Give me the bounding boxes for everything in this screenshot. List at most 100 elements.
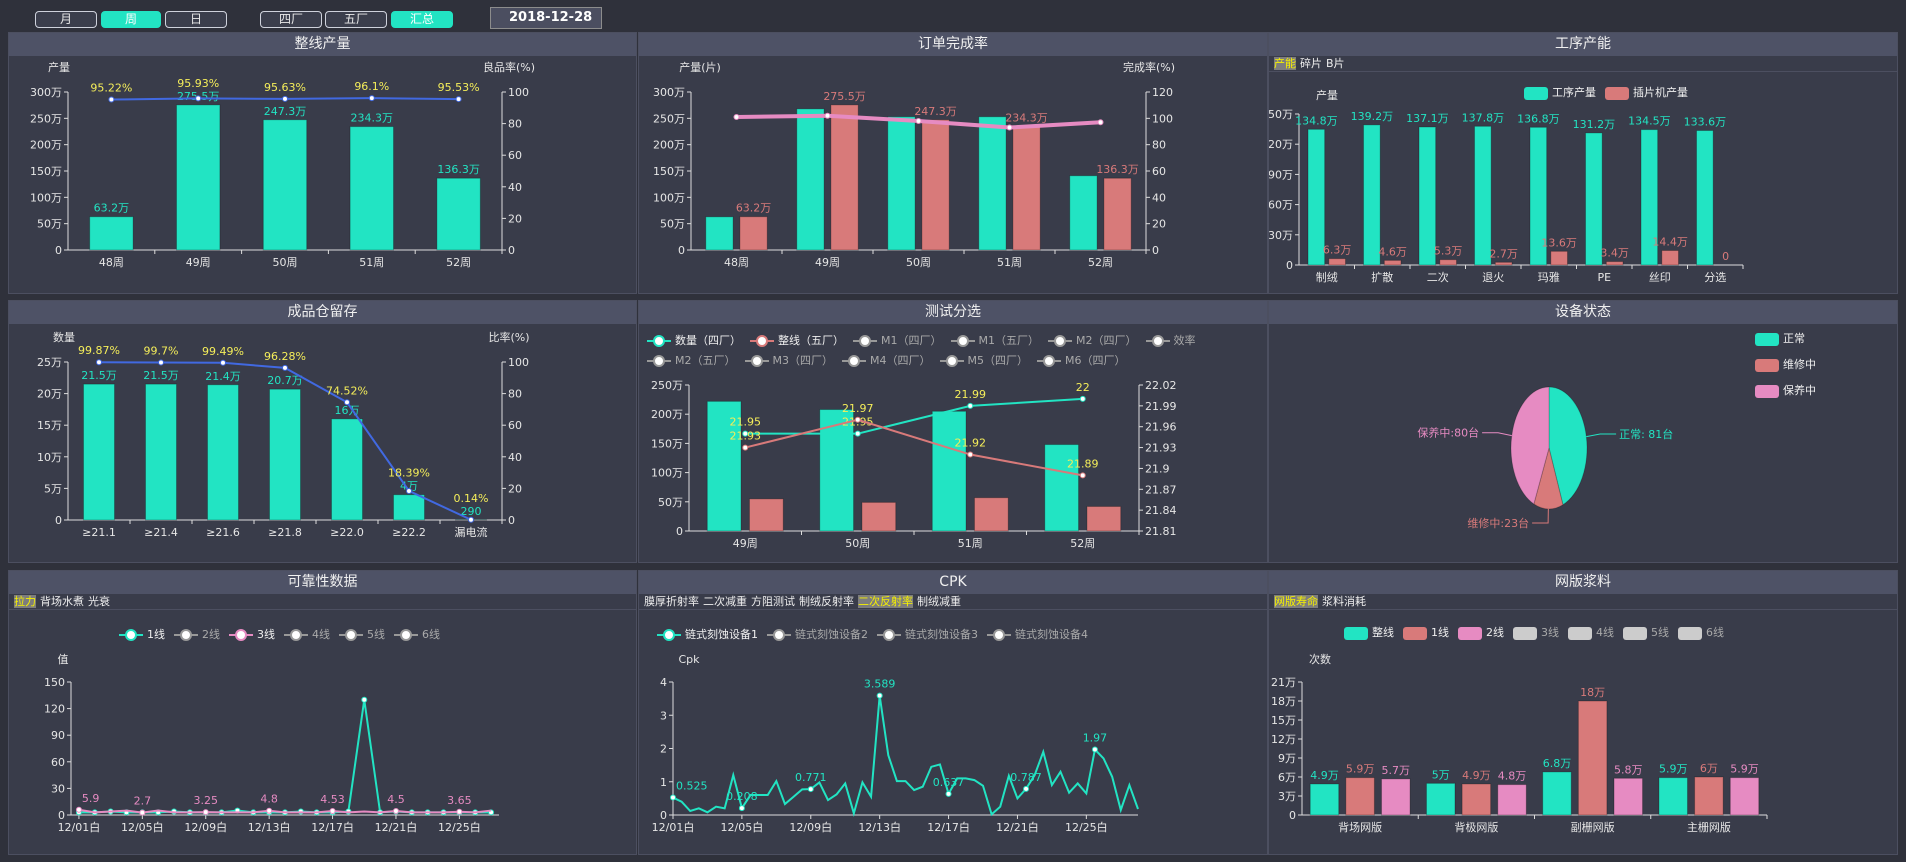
x-tick-label: 49周 bbox=[186, 256, 211, 269]
point-label: 2.7 bbox=[134, 795, 152, 808]
x-tick-label: ≥21.4 bbox=[144, 526, 178, 539]
legend-item[interactable]: M2（四厂） bbox=[1048, 333, 1137, 349]
bar-label: 63.2万 bbox=[736, 202, 772, 215]
legend-item[interactable]: 维修中 bbox=[1755, 357, 1816, 373]
y-tick-label: 50万 bbox=[658, 496, 683, 509]
tab-1[interactable]: 二次减重 bbox=[703, 595, 747, 608]
legend-item[interactable]: 链式刻蚀设备1 bbox=[657, 627, 758, 643]
legend-item[interactable]: 插片机产量 bbox=[1605, 85, 1688, 101]
tab-4[interactable]: 二次反射率 bbox=[858, 595, 913, 608]
legend-label: M4（四厂） bbox=[870, 354, 931, 367]
tab-1[interactable]: 碎片 bbox=[1300, 57, 1322, 70]
data-point bbox=[670, 794, 676, 801]
legend-item[interactable]: 保养中 bbox=[1755, 383, 1816, 399]
x-tick-label: 12/25白 bbox=[1065, 820, 1108, 834]
point-label: 99.7% bbox=[144, 344, 179, 357]
legend-item[interactable]: M4（四厂） bbox=[842, 353, 931, 369]
legend-item[interactable]: M2（五厂） bbox=[647, 353, 736, 369]
y-tick-label: 200万 bbox=[651, 408, 683, 421]
legend-item[interactable]: M3（四厂） bbox=[744, 353, 833, 369]
bar-label: 136.8万 bbox=[1517, 112, 1560, 125]
legend-item[interactable]: 6线 bbox=[1678, 625, 1724, 641]
pie-slice[interactable] bbox=[1510, 386, 1550, 505]
legend-item[interactable]: 2线 bbox=[174, 627, 220, 643]
y-tick-label: 1 bbox=[660, 776, 667, 789]
legend-item[interactable]: 数量（四厂） bbox=[647, 333, 741, 349]
x-tick-label: 12/25白 bbox=[438, 820, 481, 834]
legend-item[interactable]: 工序产量 bbox=[1524, 85, 1596, 101]
legend-label: 正常 bbox=[1783, 332, 1805, 345]
legend-item[interactable]: 1线 bbox=[1403, 625, 1449, 641]
period-week-button[interactable]: 周 bbox=[101, 11, 161, 28]
legend-item[interactable]: 3线 bbox=[1513, 625, 1559, 641]
legend-item[interactable]: M1（四厂） bbox=[853, 333, 942, 349]
bar-label: 5.9万 bbox=[1659, 763, 1688, 776]
data-point bbox=[1023, 785, 1030, 792]
pie-slice[interactable] bbox=[1548, 386, 1588, 506]
y2-tick-label: 40 bbox=[508, 181, 522, 194]
y2-axis-title: 完成率(%) bbox=[1123, 60, 1175, 74]
legend-item[interactable]: 6线 bbox=[394, 627, 440, 643]
bar bbox=[1309, 783, 1340, 816]
factory-all-button[interactable]: 汇总 bbox=[391, 11, 453, 28]
legend-item[interactable]: 1线 bbox=[119, 627, 165, 643]
legend-item[interactable]: 链式刻蚀设备3 bbox=[877, 627, 978, 643]
legend-item[interactable]: 5线 bbox=[1623, 625, 1669, 641]
tab-2[interactable]: B片 bbox=[1326, 57, 1345, 70]
tab-0[interactable]: 网版寿命 bbox=[1274, 595, 1318, 608]
bar bbox=[1585, 132, 1603, 266]
x-tick-label: 52周 bbox=[1088, 256, 1113, 269]
legend-line-marker-icon bbox=[119, 629, 143, 641]
legend-item[interactable]: 整线（五厂） bbox=[750, 333, 844, 349]
bar-label: 13.6万 bbox=[1541, 236, 1577, 249]
factory-4-button[interactable]: 四厂 bbox=[260, 11, 322, 28]
y2-tick-label: 40 bbox=[1152, 191, 1166, 204]
bar bbox=[1613, 777, 1644, 816]
x-tick-label: 48周 bbox=[724, 256, 749, 269]
pie-label-line bbox=[1532, 508, 1549, 524]
pie-slice[interactable] bbox=[1533, 447, 1564, 510]
x-tick-label: 分选 bbox=[1704, 271, 1726, 284]
legend-item[interactable]: M1（五厂） bbox=[950, 333, 1039, 349]
legend-label: 6线 bbox=[1706, 626, 1724, 639]
tab-1[interactable]: 浆料消耗 bbox=[1322, 595, 1366, 608]
legend-item[interactable]: 链式刻蚀设备4 bbox=[987, 627, 1088, 643]
tab-5[interactable]: 制绒减重 bbox=[917, 595, 961, 608]
bar-label: 290 bbox=[461, 505, 482, 518]
period-day-button[interactable]: 日 bbox=[165, 11, 227, 28]
bar-label: 5.9万 bbox=[1730, 763, 1759, 776]
x-tick-label: 退火 bbox=[1482, 271, 1504, 284]
tab-1[interactable]: 背场水煮 bbox=[40, 595, 84, 608]
legend-item[interactable]: 4线 bbox=[1568, 625, 1614, 641]
period-month-button[interactable]: 月 bbox=[35, 11, 97, 28]
legend-item[interactable]: M5（四厂） bbox=[939, 353, 1029, 369]
factory-5-button[interactable]: 五厂 bbox=[325, 11, 387, 28]
legend-item[interactable]: 效率 bbox=[1145, 333, 1196, 349]
y-tick-label: 120 bbox=[44, 703, 65, 716]
tab-0[interactable]: 膜厚折射率 bbox=[644, 595, 699, 608]
bar-label: 131.2万 bbox=[1573, 118, 1616, 131]
legend-item[interactable]: 正常 bbox=[1755, 331, 1816, 347]
legend-item[interactable]: 4线 bbox=[284, 627, 330, 643]
legend-item[interactable]: M6（四厂） bbox=[1037, 353, 1126, 369]
point-label: 95.63% bbox=[264, 81, 306, 94]
tab-0[interactable]: 拉力 bbox=[14, 595, 36, 608]
date-picker[interactable]: 2018-12-28 bbox=[490, 7, 602, 43]
legend-swatch-icon bbox=[1524, 86, 1548, 100]
legend-label: M5（四厂） bbox=[967, 354, 1029, 367]
tab-0[interactable]: 产能 bbox=[1274, 57, 1296, 70]
tab-2[interactable]: 光衰 bbox=[88, 595, 110, 608]
tab-3[interactable]: 制绒反射率 bbox=[799, 595, 854, 608]
y2-tick-label: 60 bbox=[508, 419, 522, 432]
bar bbox=[89, 216, 134, 251]
data-point bbox=[876, 692, 883, 699]
panel-title: 工序产能 bbox=[1269, 33, 1897, 56]
legend-item[interactable]: 整线 bbox=[1344, 625, 1394, 641]
legend-item[interactable]: 链式刻蚀设备2 bbox=[767, 627, 868, 643]
bar-label: 5.9万 bbox=[1346, 763, 1375, 776]
legend-item[interactable]: 2线 bbox=[1458, 625, 1504, 641]
legend-item[interactable]: 5线 bbox=[339, 627, 385, 643]
tab-2[interactable]: 方阻测试 bbox=[751, 595, 795, 608]
legend-item[interactable]: 3线 bbox=[229, 627, 275, 643]
point-label: 0.637 bbox=[933, 776, 965, 789]
